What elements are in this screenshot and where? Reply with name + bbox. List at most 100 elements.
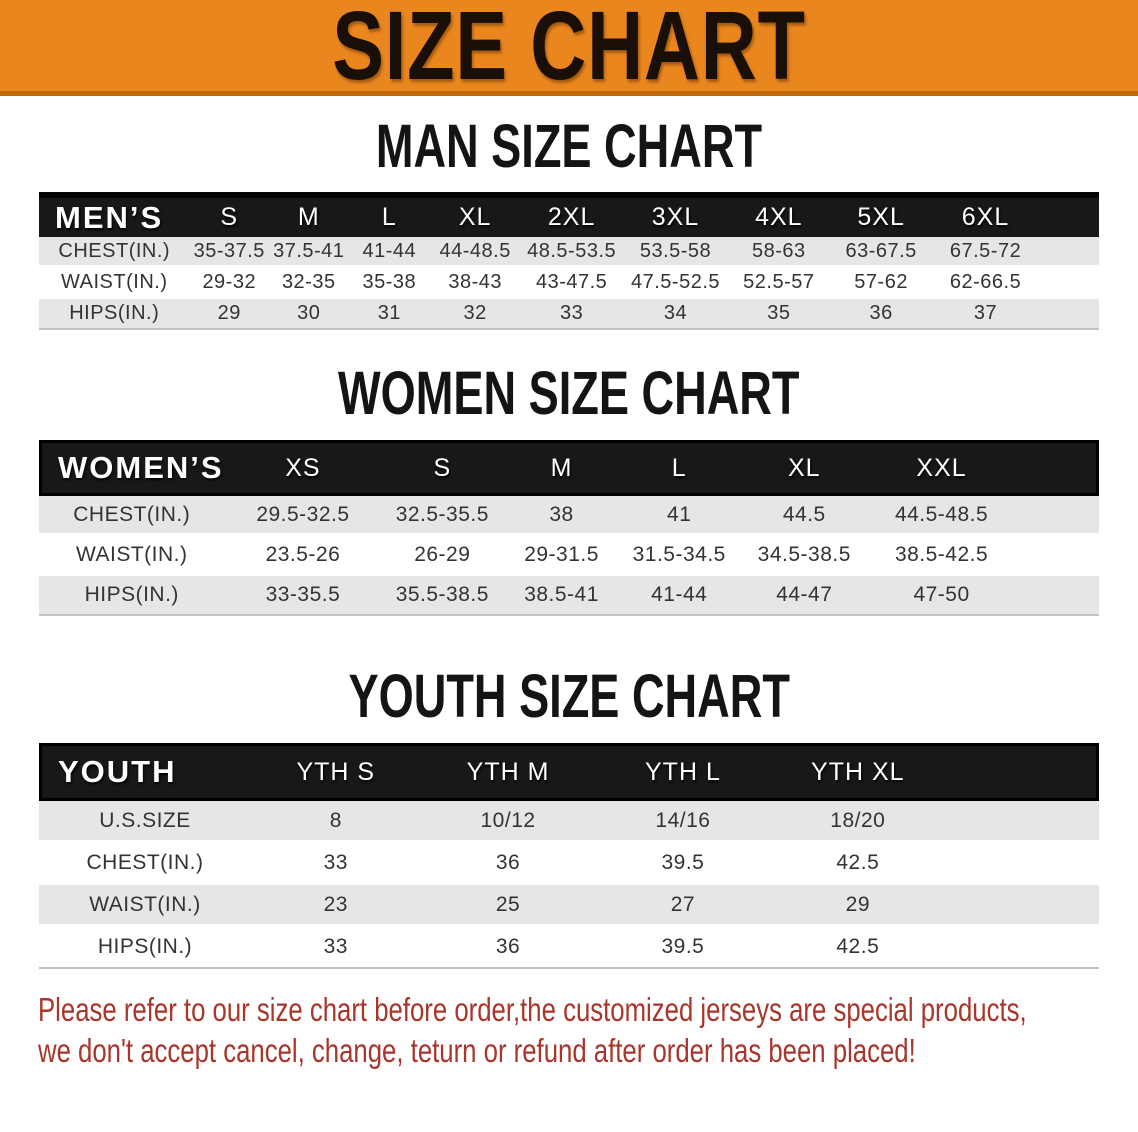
- table-row: CHEST(IN.) 29.5-32.5 32.5-35.5 38 41 44.5 44.5…: [39, 496, 1099, 536]
- size-value: 31: [348, 299, 431, 330]
- size-value: 44.5-48.5: [870, 496, 1014, 536]
- women-size-table: WOMEN’S XS S M L XL XXL CHEST(IN.) 29.5-32.5 32.5…: [39, 440, 1099, 616]
- youth-section-title-text: YOUTH SIZE CHART: [348, 662, 790, 730]
- youth-corner-label: YOUTH: [39, 743, 251, 801]
- size-column-header: M: [503, 440, 620, 496]
- size-value: 33: [251, 843, 421, 885]
- spacer-cell: [945, 743, 1099, 801]
- size-value: 53.5-58: [623, 237, 728, 268]
- size-column-header: 6XL: [932, 192, 1039, 237]
- size-value: 25: [420, 885, 596, 927]
- spacer-cell: [1013, 576, 1099, 616]
- youth-section-title: YOUTH SIZE CHART: [0, 616, 1138, 743]
- women-corner-label: WOMEN’S: [39, 440, 225, 496]
- women-section-title: WOMEN SIZE CHART: [0, 330, 1138, 440]
- size-value: 58-63: [727, 237, 830, 268]
- youth-size-table: YOUTH YTH S YTH M YTH L YTH XL U.S.SIZE 8 10/12…: [39, 743, 1099, 969]
- size-chart-page: SIZE CHART MAN SIZE CHART MEN’S S M L XL 2XL 3…: [0, 0, 1138, 1069]
- size-value: 47.5-52.5: [623, 268, 728, 299]
- size-value: 26-29: [381, 536, 504, 576]
- row-label: CHEST(IN.): [39, 496, 225, 536]
- size-value: 39.5: [595, 843, 771, 885]
- disclaimer-line-2: we don't accept cancel, change, teturn o…: [38, 1032, 916, 1069]
- size-value: 35-38: [348, 268, 431, 299]
- size-value: 23.5-26: [224, 536, 382, 576]
- size-column-header: 3XL: [623, 192, 728, 237]
- size-value: 35.5-38.5: [381, 576, 504, 616]
- size-value: 29: [189, 299, 270, 330]
- size-value: 36: [420, 843, 596, 885]
- size-column-header: 2XL: [520, 192, 624, 237]
- men-section-title: MAN SIZE CHART: [0, 96, 1138, 192]
- size-value: 39.5: [595, 927, 771, 969]
- size-column-header: L: [348, 192, 431, 237]
- size-value: 43-47.5: [520, 268, 624, 299]
- size-value: 38-43: [430, 268, 521, 299]
- spacer-cell: [945, 843, 1099, 885]
- men-section-title-text: MAN SIZE CHART: [375, 112, 763, 180]
- spacer-cell: [1038, 268, 1099, 299]
- spacer-cell: [1013, 496, 1099, 536]
- size-column-header: XXL: [870, 440, 1014, 496]
- table-row: HIPS(IN.) 29 30 31 32 33 34 35 36 37: [39, 299, 1099, 330]
- size-value: 31.5-34.5: [619, 536, 739, 576]
- size-column-header: S: [381, 440, 504, 496]
- size-value: 41-44: [348, 237, 431, 268]
- banner: SIZE CHART: [0, 0, 1138, 96]
- size-value: 34: [623, 299, 728, 330]
- size-value: 23: [251, 885, 421, 927]
- size-value: 29: [770, 885, 946, 927]
- row-label: WAIST(IN.): [39, 536, 225, 576]
- size-column-header: YTH S: [251, 743, 421, 801]
- size-value: 67.5-72: [932, 237, 1039, 268]
- size-column-header: M: [269, 192, 349, 237]
- size-value: 32-35: [269, 268, 349, 299]
- size-column-header: YTH XL: [770, 743, 946, 801]
- size-column-header: XL: [430, 192, 521, 237]
- size-value: 63-67.5: [829, 237, 933, 268]
- table-row: WAIST(IN.) 29-32 32-35 35-38 38-43 43-47.5 47.…: [39, 268, 1099, 299]
- size-value: 35: [727, 299, 830, 330]
- size-column-header: YTH L: [595, 743, 771, 801]
- women-header-row: WOMEN’S XS S M L XL XXL: [39, 440, 1099, 496]
- spacer-cell: [1038, 192, 1099, 237]
- men-header-row: MEN’S S M L XL 2XL 3XL 4XL 5XL 6XL: [39, 192, 1099, 237]
- table-row: HIPS(IN.) 33-35.5 35.5-38.5 38.5-41 41-44 44-…: [39, 576, 1099, 616]
- size-value: 14/16: [595, 801, 771, 843]
- size-column-header: XL: [738, 440, 871, 496]
- size-value: 33: [520, 299, 624, 330]
- size-value: 42.5: [770, 927, 946, 969]
- size-value: 29-31.5: [503, 536, 620, 576]
- size-value: 41-44: [619, 576, 739, 616]
- size-value: 38.5-42.5: [870, 536, 1014, 576]
- table-row: CHEST(IN.) 35-37.5 37.5-41 41-44 44-48.5 48.5…: [39, 237, 1099, 268]
- table-row: WAIST(IN.) 23.5-26 26-29 29-31.5 31.5-34.5 34…: [39, 536, 1099, 576]
- size-value: 10/12: [420, 801, 596, 843]
- spacer-cell: [945, 885, 1099, 927]
- women-section-title-text: WOMEN SIZE CHART: [338, 359, 800, 427]
- size-value: 33: [251, 927, 421, 969]
- youth-header-row: YOUTH YTH S YTH M YTH L YTH XL: [39, 743, 1099, 801]
- size-column-header: L: [619, 440, 739, 496]
- spacer-cell: [1038, 237, 1099, 268]
- size-value: 18/20: [770, 801, 946, 843]
- row-label: CHEST(IN.): [39, 843, 251, 885]
- size-value: 47-50: [870, 576, 1014, 616]
- spacer-cell: [1038, 299, 1099, 330]
- row-label: HIPS(IN.): [39, 299, 190, 330]
- row-label: HIPS(IN.): [39, 927, 251, 969]
- size-value: 29-32: [189, 268, 270, 299]
- row-label: U.S.SIZE: [39, 801, 251, 843]
- size-column-header: S: [189, 192, 270, 237]
- size-column-header: 5XL: [829, 192, 933, 237]
- size-value: 32.5-35.5: [381, 496, 504, 536]
- size-value: 44-48.5: [430, 237, 521, 268]
- size-value: 37.5-41: [269, 237, 349, 268]
- size-value: 41: [619, 496, 739, 536]
- table-row: HIPS(IN.) 33 36 39.5 42.5: [39, 927, 1099, 969]
- row-label: WAIST(IN.): [39, 268, 190, 299]
- size-value: 33-35.5: [224, 576, 382, 616]
- row-label: HIPS(IN.): [39, 576, 225, 616]
- size-value: 37: [932, 299, 1039, 330]
- spacer-cell: [945, 927, 1099, 969]
